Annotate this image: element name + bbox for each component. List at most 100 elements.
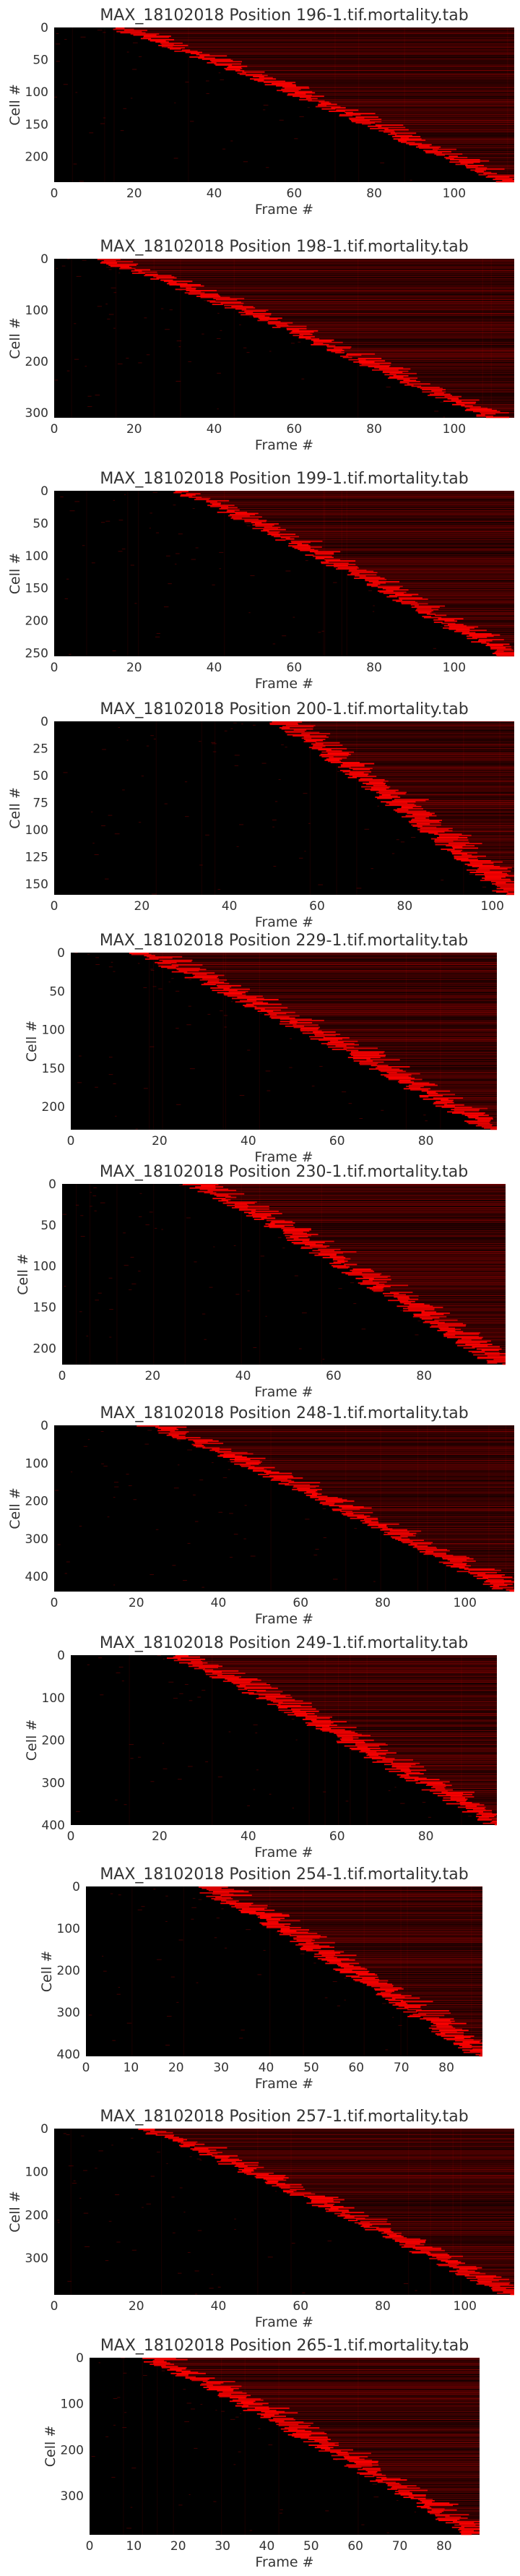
x-tick-label: 20 xyxy=(126,186,142,201)
heatmap-speck xyxy=(100,1694,104,1696)
heatmap-onset-block xyxy=(290,2194,305,2196)
heatmap-speck xyxy=(115,1115,117,1117)
heatmap-onset-block xyxy=(379,793,406,795)
heatmap-onset-block xyxy=(146,2131,173,2134)
heatmap-trail xyxy=(492,1123,497,1125)
heatmap-trail xyxy=(251,1680,497,1682)
heatmap-onset-block xyxy=(311,343,329,345)
heatmap-trail xyxy=(214,57,514,59)
heatmap-frame-streak xyxy=(123,2358,124,2535)
heatmap-onset-block xyxy=(349,772,364,774)
heatmap-trail xyxy=(251,1894,482,1896)
heatmap-frame-streak xyxy=(214,721,216,895)
heatmap-onset-block xyxy=(372,582,386,584)
heatmap-trail xyxy=(345,1256,506,1258)
heatmap-onset-block xyxy=(167,2369,182,2371)
y-tick-label: 100 xyxy=(25,549,48,564)
chart-title: MAX_18102018 Position 249-1.tif.mortalit… xyxy=(100,1634,468,1652)
heatmap-onset-block xyxy=(306,1724,337,1726)
x-tick-label: 80 xyxy=(375,1596,391,1610)
heatmap-trail xyxy=(437,1084,497,1086)
heatmap-onset-block xyxy=(313,744,343,746)
heatmap-onset-block xyxy=(495,177,514,179)
heatmap-onset-block xyxy=(268,323,287,325)
heatmap-onset-block xyxy=(329,757,347,759)
heatmap-speck xyxy=(188,361,192,362)
heatmap-trail xyxy=(393,2231,514,2233)
heatmap-trail xyxy=(326,735,514,737)
heatmap-onset-block xyxy=(133,34,157,36)
heatmap-trail xyxy=(370,1057,497,1059)
heatmap-onset-block xyxy=(480,413,496,415)
heatmap-onset-block xyxy=(194,2147,228,2149)
heatmap-onset-block xyxy=(398,2491,412,2494)
heatmap-speck xyxy=(63,772,68,773)
heatmap-trail xyxy=(238,1677,497,1678)
heatmap-trail xyxy=(508,412,514,413)
heatmap-trail xyxy=(469,1557,514,1558)
heatmap-trail xyxy=(117,262,515,263)
heatmap-trail xyxy=(318,330,514,331)
heatmap-trail xyxy=(420,2238,514,2239)
heatmap-frame-streak xyxy=(153,1184,155,1365)
x-tick-label: 0 xyxy=(51,2299,58,2314)
heatmap-onset-block xyxy=(241,309,269,312)
heatmap-trail xyxy=(411,1076,497,1078)
heatmap-trail xyxy=(391,1991,482,1993)
heatmap-onset-block xyxy=(459,160,490,162)
heatmap-trail xyxy=(407,2237,514,2238)
heatmap-onset-block xyxy=(400,2494,426,2496)
heatmap-onset-block xyxy=(268,321,281,322)
heatmap-onset-block xyxy=(317,2445,329,2447)
heatmap-onset-block xyxy=(464,406,481,408)
heatmap-trail xyxy=(399,1059,497,1060)
heatmap-onset-block xyxy=(220,1902,254,1905)
heatmap-trail xyxy=(424,2244,514,2245)
heatmap-trail xyxy=(202,1443,514,1445)
heatmap-onset-block xyxy=(279,1933,291,1936)
heatmap-onset-block xyxy=(360,2225,370,2228)
heatmap-onset-block xyxy=(392,136,421,138)
heatmap-onset-block xyxy=(451,851,478,854)
heatmap-onset-block xyxy=(251,1214,272,1216)
heatmap-speck xyxy=(202,1689,206,1691)
heatmap-onset-block xyxy=(454,630,470,632)
heatmap-onset-block xyxy=(206,1895,222,1897)
heatmap-trail xyxy=(431,611,514,612)
heatmap-trail xyxy=(350,2214,514,2215)
heatmap-onset-block xyxy=(342,1507,372,1509)
heatmap-trail xyxy=(454,2020,482,2022)
heatmap-onset-block xyxy=(352,1271,375,1273)
heatmap-trail xyxy=(285,539,514,541)
heatmap-onset-block xyxy=(474,171,484,172)
heatmap-onset-block xyxy=(477,1119,491,1121)
heatmap-trail xyxy=(271,1215,506,1216)
chart-title: MAX_18102018 Position 199-1.tif.mortalit… xyxy=(100,470,468,488)
heatmap-trail xyxy=(431,144,514,145)
heatmap-trail xyxy=(344,349,514,351)
heatmap-onset-block xyxy=(309,1036,325,1038)
heatmap-onset-block xyxy=(266,1699,295,1701)
heatmap-speck xyxy=(126,358,129,359)
heatmap-speck xyxy=(102,749,106,750)
heatmap-onset-block xyxy=(145,273,158,275)
heatmap-trail xyxy=(290,1933,482,1935)
heatmap-onset-block xyxy=(343,1047,378,1049)
heatmap-onset-block xyxy=(211,61,243,63)
heatmap-onset-block xyxy=(362,2468,381,2470)
heatmap-onset-block xyxy=(409,144,432,146)
heatmap-onset-block xyxy=(160,42,183,44)
heatmap-speck xyxy=(113,499,116,501)
heatmap-frame-streak xyxy=(460,2129,462,2295)
heatmap-onset-block xyxy=(377,797,392,799)
heatmap-trail xyxy=(311,541,514,543)
heatmap-speck xyxy=(126,51,129,53)
heatmap-onset-block xyxy=(254,316,270,318)
heatmap-onset-block xyxy=(290,331,314,333)
heatmap-trail xyxy=(420,380,514,382)
heatmap-onset-block xyxy=(233,2399,264,2401)
heatmap-onset-block xyxy=(333,563,356,565)
heatmap-onset-block xyxy=(322,1503,334,1506)
heatmap-onset-block xyxy=(441,1099,454,1102)
heatmap-trail xyxy=(201,284,514,285)
